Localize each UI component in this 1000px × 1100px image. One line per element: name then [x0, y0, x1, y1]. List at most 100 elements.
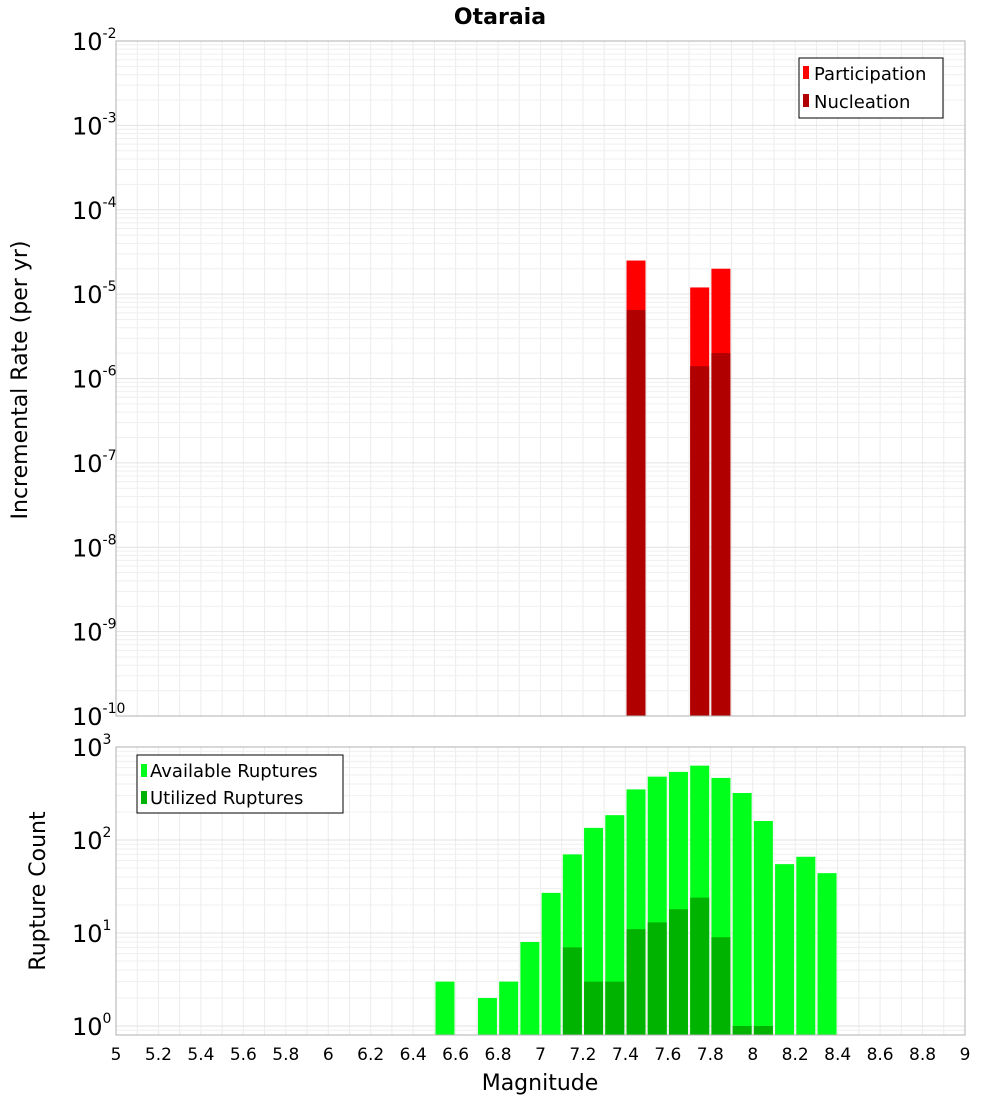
y-tick-label: 103 — [72, 732, 111, 762]
utilized-ruptures-bar — [690, 897, 710, 1035]
utilized-legend-swatch — [141, 791, 147, 804]
y-tick-base: 10 — [72, 703, 103, 731]
x-tick-label: 8.2 — [782, 1045, 809, 1065]
count-legend: Available Ruptures Utilized Ruptures — [136, 754, 344, 814]
y-tick-base: 10 — [72, 112, 103, 140]
y-tick-exponent: 0 — [103, 1011, 112, 1027]
utilized-ruptures-bar — [647, 922, 667, 1035]
y-tick-label: 10-5 — [72, 279, 117, 309]
utilized-ruptures-bar — [626, 929, 646, 1035]
y-tick-label: 10-9 — [72, 617, 117, 647]
utilized-ruptures-bar — [605, 981, 625, 1035]
y-tick-exponent: 3 — [103, 732, 112, 748]
y-tick-label: 10-4 — [72, 195, 117, 225]
magnitude-x-axis-label: Magnitude — [482, 1071, 599, 1096]
x-tick-label: 7.8 — [697, 1045, 724, 1065]
magnitude-x-ticks: 5 5.2 5.4 5.6 5.8 6 6.2 6.4 6.6 6.8 7 7.2 7.4 7.6 7.8 8… — [111, 1045, 971, 1065]
rate-bars — [626, 260, 731, 716]
rate-legend: Participation Nucleation — [798, 57, 944, 119]
y-tick-base: 10 — [72, 281, 103, 309]
y-tick-label: 10-2 — [72, 26, 117, 56]
available-ruptures-bar — [605, 815, 625, 1035]
y-tick-base: 10 — [72, 366, 103, 394]
y-tick-label: 10-7 — [72, 448, 117, 478]
y-tick-base: 10 — [72, 619, 103, 647]
x-tick-label: 7 — [535, 1045, 546, 1065]
x-tick-label: 6 — [323, 1045, 334, 1065]
available-legend-swatch — [141, 764, 147, 777]
y-tick-exponent: -6 — [103, 364, 117, 380]
y-tick-base: 10 — [72, 534, 103, 562]
x-tick-label: 6.8 — [485, 1045, 512, 1065]
rate-y-ticks: 10-210-310-410-510-610-710-810-910-10 — [72, 26, 125, 731]
y-tick-exponent: -3 — [103, 110, 117, 126]
x-tick-label: 5 — [111, 1045, 122, 1065]
utilized-ruptures-bar — [732, 1025, 752, 1035]
nucleation-legend-label: Nucleation — [814, 92, 910, 113]
chart-title: Otaraia — [454, 5, 546, 30]
available-ruptures-bar — [499, 981, 519, 1035]
y-tick-base: 10 — [72, 197, 103, 225]
available-ruptures-bar — [477, 997, 497, 1035]
nucleation-bar — [626, 309, 646, 716]
utilized-ruptures-bar — [584, 981, 604, 1035]
rate-grid — [115, 40, 966, 717]
y-tick-base: 10 — [72, 734, 103, 762]
available-ruptures-bar — [775, 864, 795, 1035]
x-tick-label: 5.6 — [230, 1045, 257, 1065]
x-tick-label: 6.2 — [357, 1045, 384, 1065]
x-tick-label: 5.4 — [187, 1045, 214, 1065]
y-tick-exponent: -2 — [103, 26, 117, 42]
y-tick-base: 10 — [72, 450, 103, 478]
x-tick-label: 8.8 — [909, 1045, 936, 1065]
y-tick-label: 100 — [72, 1011, 111, 1041]
y-tick-label: 101 — [72, 918, 111, 948]
y-tick-label: 10-10 — [72, 701, 125, 731]
x-tick-label: 7.4 — [612, 1045, 639, 1065]
y-tick-label: 10-3 — [72, 110, 117, 140]
rate-y-axis-label: Incremental Rate (per yr) — [8, 241, 33, 520]
y-tick-exponent: -10 — [103, 701, 126, 717]
y-tick-label: 102 — [72, 825, 111, 855]
count-plot-frame — [115, 746, 966, 1036]
utilized-ruptures-bar — [753, 1025, 773, 1035]
x-tick-label: 5.2 — [145, 1045, 172, 1065]
utilized-ruptures-bar — [668, 909, 688, 1035]
x-tick-label: 7.2 — [569, 1045, 596, 1065]
utilized-ruptures-bar — [711, 937, 731, 1035]
y-tick-base: 10 — [72, 920, 103, 948]
available-legend-label: Available Ruptures — [150, 761, 318, 782]
y-tick-label: 10-6 — [72, 364, 117, 394]
count-bars — [435, 765, 837, 1035]
available-ruptures-bar — [732, 793, 752, 1035]
available-ruptures-bar — [541, 892, 561, 1035]
x-tick-label: 8.6 — [867, 1045, 894, 1065]
y-tick-exponent: -5 — [103, 279, 117, 295]
y-tick-exponent: 1 — [103, 918, 112, 934]
nucleation-bar — [711, 353, 731, 716]
count-y-axis-label: Rupture Count — [26, 811, 51, 971]
y-tick-exponent: -4 — [103, 195, 117, 211]
participation-legend-swatch — [803, 66, 809, 79]
nucleation-bar — [690, 366, 710, 716]
y-tick-base: 10 — [72, 28, 103, 56]
nucleation-legend-swatch — [803, 94, 809, 107]
rate-legend-box — [798, 57, 944, 119]
x-tick-label: 5.8 — [272, 1045, 299, 1065]
y-tick-exponent: -8 — [103, 532, 117, 548]
rate-plot-frame — [115, 40, 966, 717]
participation-legend-label: Participation — [814, 64, 926, 85]
rate-plot-panel: 10-210-310-410-510-610-710-810-910-10 In… — [8, 26, 966, 731]
y-tick-exponent: 2 — [103, 825, 112, 841]
x-tick-label: 9 — [960, 1045, 971, 1065]
x-tick-label: 8.4 — [824, 1045, 851, 1065]
available-ruptures-bar — [435, 981, 455, 1035]
x-tick-label: 6.6 — [442, 1045, 469, 1065]
y-tick-base: 10 — [72, 1013, 103, 1041]
count-legend-box — [136, 754, 344, 814]
x-tick-label: 6.4 — [400, 1045, 427, 1065]
available-ruptures-bar — [520, 942, 540, 1035]
available-ruptures-bar — [796, 856, 816, 1035]
